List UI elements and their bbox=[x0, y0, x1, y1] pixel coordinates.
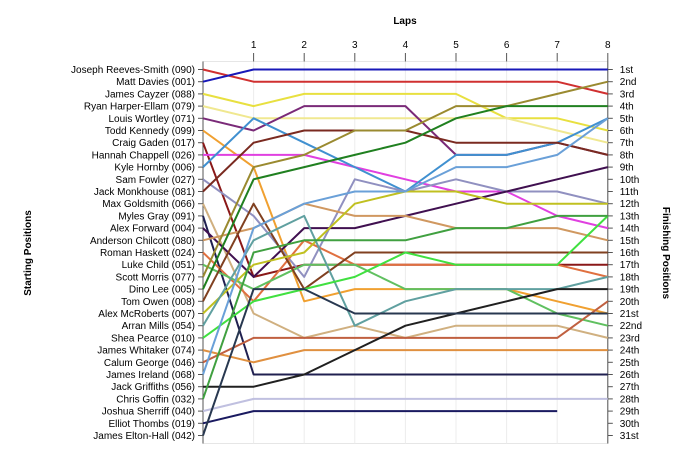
finish-label: 14th bbox=[620, 224, 639, 235]
start-label: Matt Davies (001) bbox=[116, 77, 195, 88]
finish-label: 19th bbox=[620, 285, 639, 296]
start-label: James Whitaker (074) bbox=[97, 346, 195, 357]
start-label: Joshua Sherriff (040) bbox=[102, 407, 195, 418]
finish-label: 27th bbox=[620, 382, 639, 393]
finish-label: 31st bbox=[620, 431, 639, 442]
finish-label: 15th bbox=[620, 236, 639, 247]
series-line bbox=[202, 117, 609, 375]
start-label: Jack Griffiths (056) bbox=[111, 382, 195, 393]
series-line bbox=[202, 214, 609, 327]
finish-label: 26th bbox=[620, 370, 639, 381]
series-line bbox=[202, 214, 608, 400]
right-axis-label: Finishing Positions bbox=[660, 207, 671, 300]
finish-label: 17th bbox=[620, 260, 639, 271]
series-line bbox=[202, 68, 608, 83]
finish-label: 6th bbox=[620, 126, 634, 137]
series-line bbox=[203, 153, 609, 230]
series-line bbox=[202, 397, 608, 413]
finish-label: 18th bbox=[620, 272, 639, 283]
lap-tick-label: 6 bbox=[504, 40, 510, 51]
lap-tick-label: 2 bbox=[301, 40, 307, 51]
start-label: Craig Gaden (017) bbox=[112, 138, 195, 149]
series-line bbox=[202, 288, 608, 436]
starting-position-labels: Joseph Reeves-Smith (090)Matt Davies (00… bbox=[71, 65, 203, 442]
finish-label: 25th bbox=[620, 358, 639, 369]
start-label: Todd Kennedy (099) bbox=[105, 126, 195, 137]
start-label: Alex Forward (004) bbox=[110, 224, 195, 235]
finish-label: 28th bbox=[620, 394, 639, 405]
start-label: Dino Lee (005) bbox=[129, 285, 195, 296]
start-label: Sam Fowler (027) bbox=[116, 175, 195, 186]
start-label: Anderson Chilcott (080) bbox=[90, 236, 195, 247]
series-line bbox=[202, 215, 609, 339]
start-label: Hannah Chappell (026) bbox=[92, 150, 195, 161]
lap-tick-label: 7 bbox=[554, 40, 560, 51]
finish-label: 1st bbox=[620, 65, 634, 76]
series-line bbox=[202, 68, 609, 95]
finish-label: 7th bbox=[620, 138, 634, 149]
start-label: Jack Monkhouse (081) bbox=[94, 187, 195, 198]
finish-label: 9th bbox=[620, 163, 634, 174]
start-label: Tom Owen (008) bbox=[121, 297, 195, 308]
series-line bbox=[203, 288, 608, 388]
start-label: Luke Child (051) bbox=[122, 260, 195, 271]
start-label: James Elton-Hall (042) bbox=[93, 431, 195, 442]
finish-label: 2nd bbox=[620, 77, 637, 88]
series-line bbox=[202, 105, 608, 290]
finish-label: 29th bbox=[620, 407, 639, 418]
finish-label: 5th bbox=[620, 114, 634, 125]
start-label: James Ireland (068) bbox=[106, 370, 195, 381]
left-axis-label: Starting Positions bbox=[23, 210, 34, 296]
finish-label: 13th bbox=[620, 211, 639, 222]
finish-label: 8th bbox=[620, 150, 634, 161]
finish-label: 21st bbox=[620, 309, 639, 320]
finish-label: 3rd bbox=[620, 89, 634, 100]
series-line bbox=[202, 215, 608, 376]
finish-label: 30th bbox=[620, 419, 639, 430]
start-label: Shea Pearce (010) bbox=[111, 333, 195, 344]
series-line bbox=[202, 300, 609, 364]
series-lines bbox=[202, 68, 609, 436]
start-label: Arran Mills (054) bbox=[122, 321, 195, 332]
series-line bbox=[202, 92, 609, 132]
start-label: Alex McRoberts (007) bbox=[98, 309, 195, 320]
start-label: Calum George (046) bbox=[104, 358, 195, 369]
lap-tick-labels: 1 2 3 4 5 6 7 8 bbox=[251, 40, 611, 62]
lap-tick-label: 5 bbox=[453, 40, 459, 51]
start-label: Myles Gray (091) bbox=[118, 211, 195, 222]
lap-tick-label: 1 bbox=[251, 40, 257, 51]
lap-tick-label: 3 bbox=[352, 40, 358, 51]
finish-label: 10th bbox=[620, 175, 639, 186]
finish-label: 4th bbox=[620, 102, 634, 113]
finish-label: 16th bbox=[620, 248, 639, 259]
lap-tick-label: 4 bbox=[403, 40, 409, 51]
start-label: Roman Haskett (024) bbox=[100, 248, 195, 259]
chart-title: Laps bbox=[393, 16, 417, 27]
start-label: Louis Wortley (071) bbox=[108, 114, 195, 125]
finish-label: 12th bbox=[620, 199, 639, 210]
start-label: Chris Goffin (032) bbox=[116, 394, 195, 405]
start-label: Joseph Reeves-Smith (090) bbox=[71, 65, 195, 76]
finishing-position-labels: 1st2nd3rd4th5th6th7th8th9th10th11th12th1… bbox=[607, 65, 642, 442]
start-label: Elliot Thombs (019) bbox=[108, 419, 195, 430]
series-line bbox=[202, 105, 609, 144]
finish-label: 11th bbox=[620, 187, 639, 198]
series-line bbox=[202, 410, 558, 425]
start-label: Scott Morris (077) bbox=[116, 272, 195, 283]
finish-label: 20th bbox=[620, 297, 639, 308]
series-line bbox=[202, 80, 609, 278]
start-label: Ryan Harper-Ellam (079) bbox=[84, 102, 195, 113]
lap-tick-label: 8 bbox=[605, 40, 611, 51]
start-label: Max Goldsmith (066) bbox=[102, 199, 195, 210]
start-label: James Cayzer (088) bbox=[105, 89, 195, 100]
series-line bbox=[202, 263, 609, 327]
start-label: Kyle Hornby (006) bbox=[114, 163, 195, 174]
finish-label: 24th bbox=[620, 346, 639, 357]
finish-label: 23rd bbox=[620, 333, 640, 344]
series-line bbox=[202, 349, 608, 364]
finish-label: 22nd bbox=[620, 321, 642, 332]
